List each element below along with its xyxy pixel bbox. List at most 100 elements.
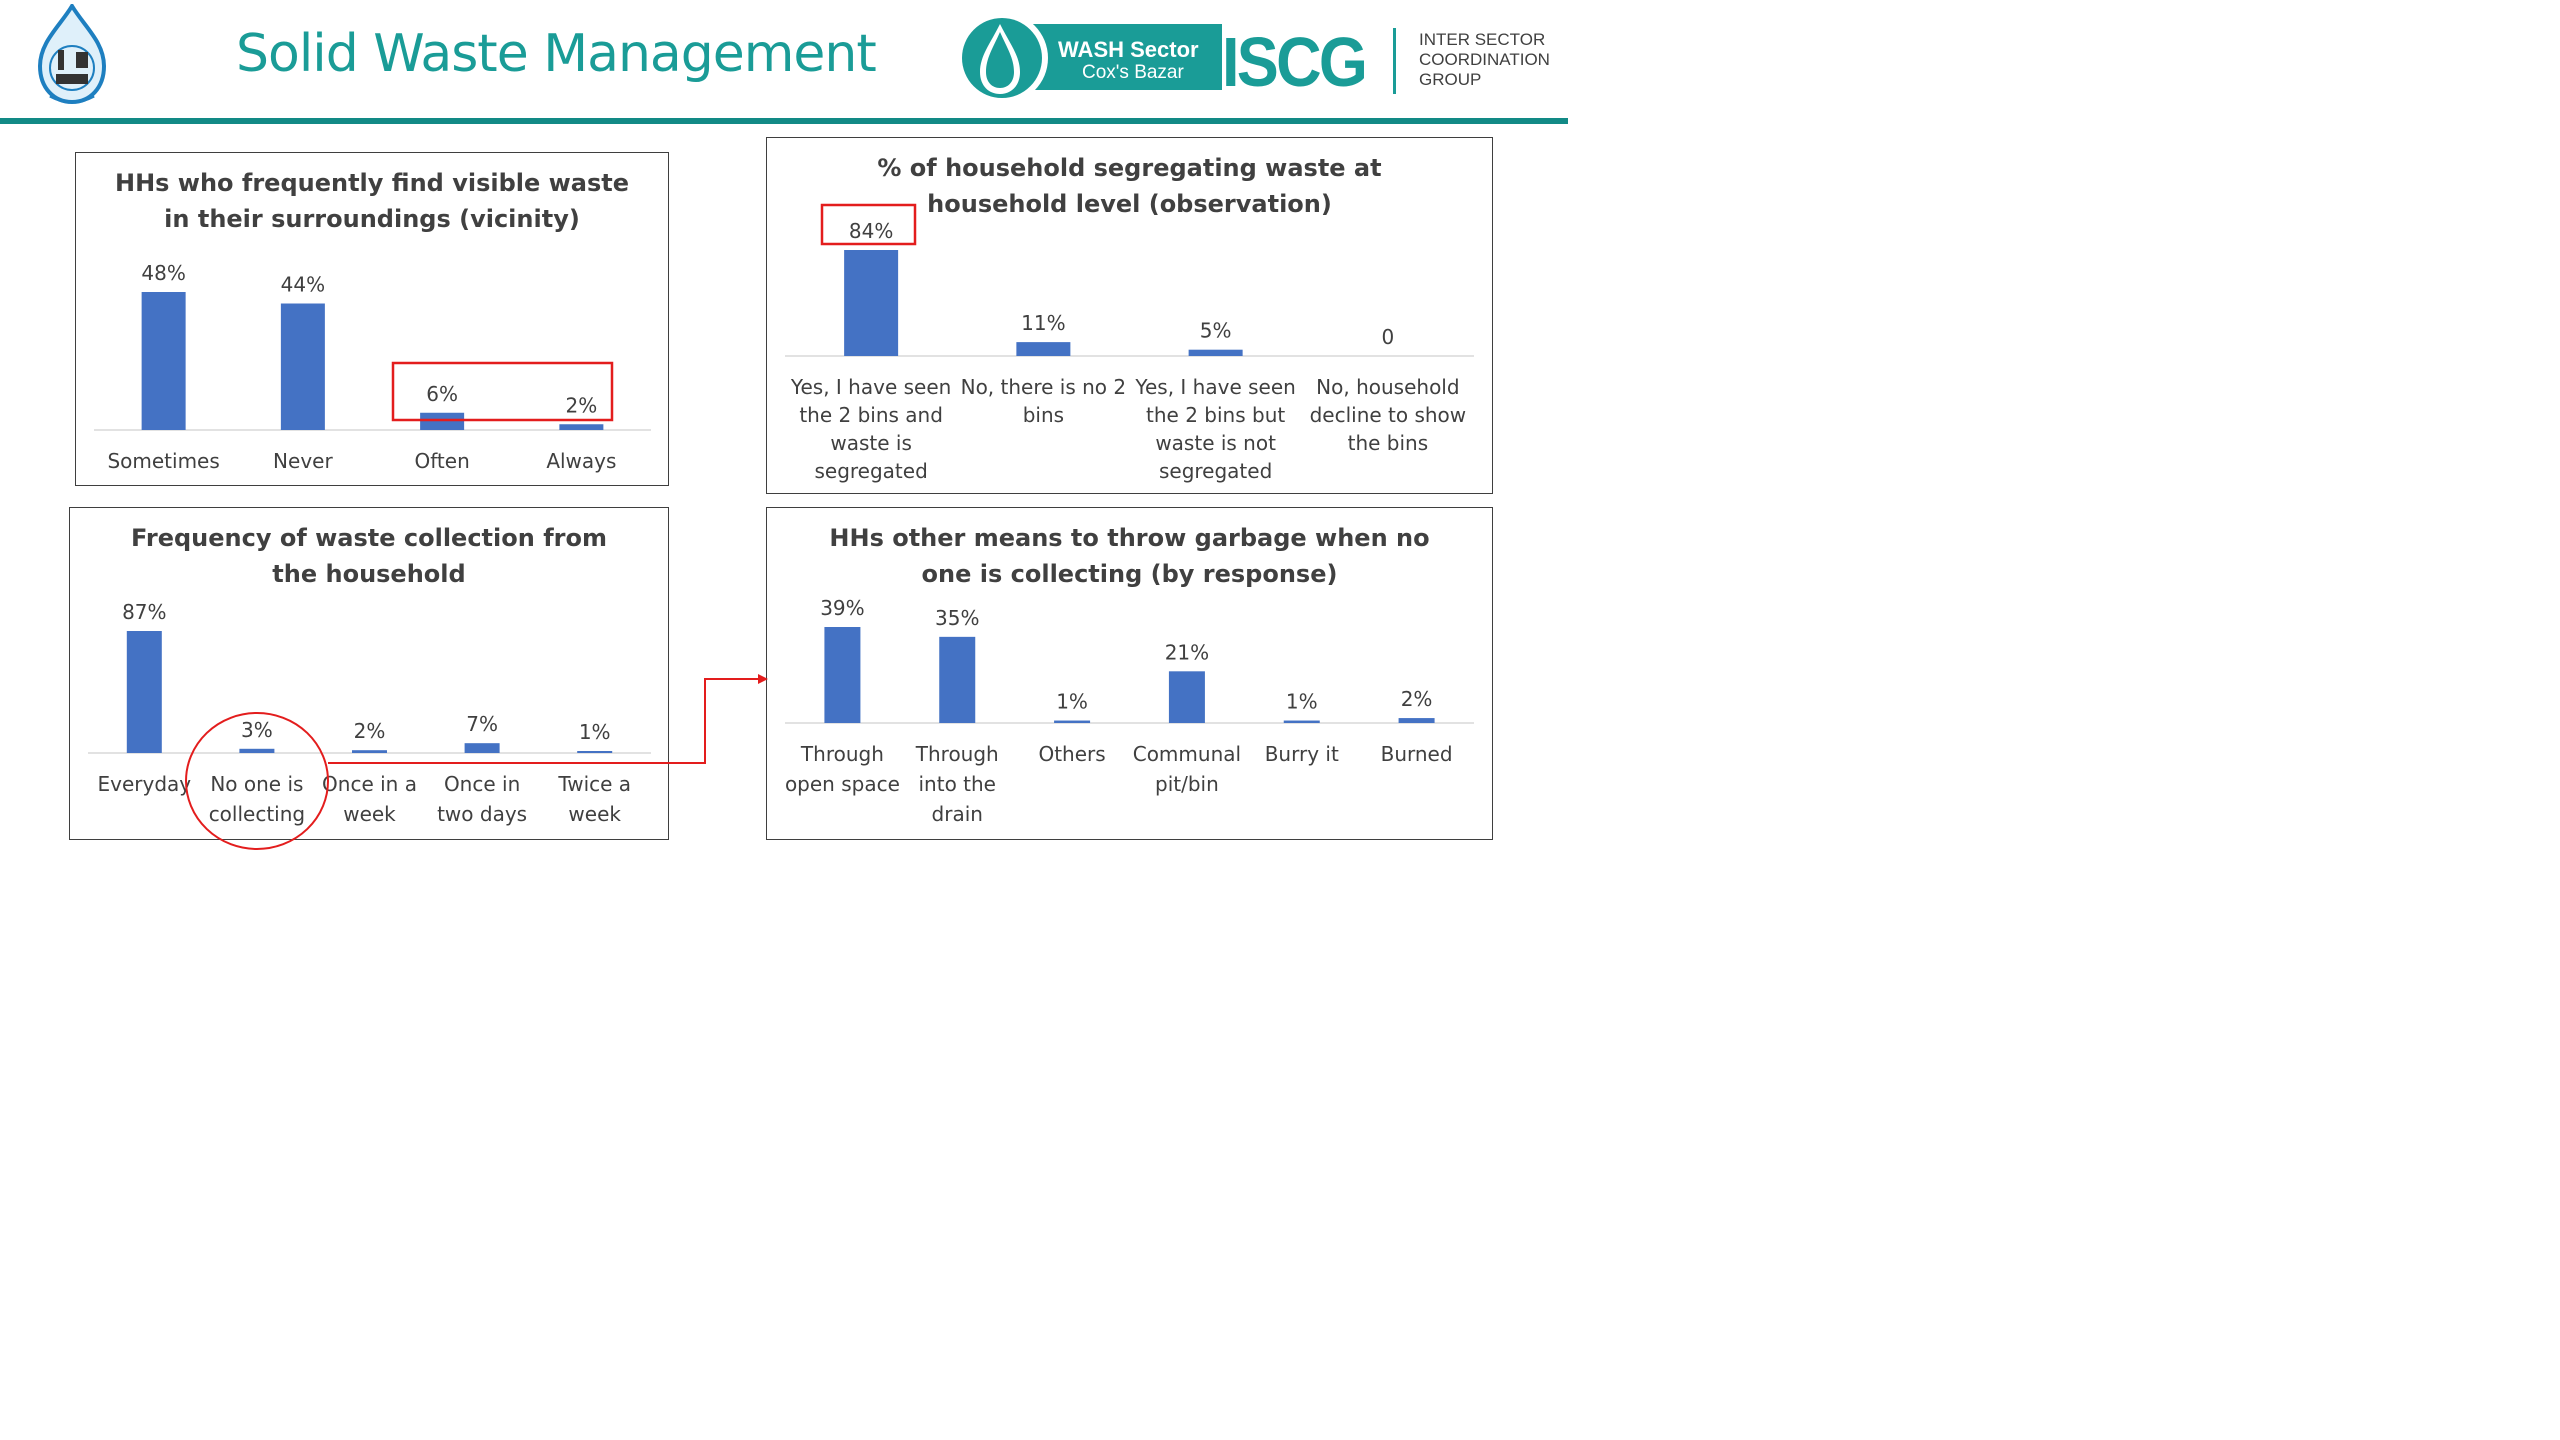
data-label: 1% bbox=[1286, 690, 1318, 714]
category-label: No, there is no 2 bbox=[961, 375, 1127, 399]
category-label: drain bbox=[932, 802, 983, 826]
chart-title-line: % of household segregating waste at bbox=[877, 154, 1382, 182]
wash-sector-label: WASH Sector bbox=[1058, 37, 1199, 62]
iscg-logo-text: ISCG bbox=[1222, 23, 1368, 101]
category-label: Twice a bbox=[557, 772, 631, 796]
chart-panel-visible-waste: HHs who frequently find visible waste in… bbox=[75, 152, 669, 486]
data-label: 6% bbox=[426, 382, 458, 406]
chart-panel-collection-frequency: Frequency of waste collection from the h… bbox=[69, 507, 669, 840]
bar-chart-visible-waste: 48% Sometimes 44% Never 6% Often 2% Always bbox=[94, 261, 651, 473]
logo-separator bbox=[1393, 28, 1396, 94]
bar bbox=[577, 751, 613, 753]
category-label: week bbox=[343, 802, 396, 826]
category-label: into the bbox=[919, 772, 997, 796]
page-header: Solid Waste Management WASH Sector Cox's… bbox=[0, 0, 1568, 124]
bar bbox=[126, 631, 162, 753]
category-label: Never bbox=[273, 449, 333, 473]
category-label: Yes, I have seen bbox=[790, 375, 951, 399]
data-label: 1% bbox=[1056, 690, 1088, 714]
iscg-subtitle: INTER SECTOR COORDINATION GROUP bbox=[1419, 30, 1550, 90]
category-label: open space bbox=[785, 772, 900, 796]
chart-panel-segregation: % of household segregating waste at hous… bbox=[766, 137, 1493, 494]
bar bbox=[824, 627, 861, 723]
bar bbox=[1188, 349, 1243, 356]
wash-sector-logo bbox=[956, 12, 1222, 104]
category-label: week bbox=[568, 802, 621, 826]
dphe-logo bbox=[37, 4, 107, 105]
iscg-sub-line: GROUP bbox=[1419, 70, 1482, 89]
data-label: 1% bbox=[579, 720, 611, 744]
category-label: Sometimes bbox=[107, 449, 219, 473]
data-label: 39% bbox=[820, 596, 864, 620]
category-label: Burned bbox=[1381, 742, 1453, 766]
category-label: Everyday bbox=[97, 772, 191, 796]
category-label: segregated bbox=[1159, 459, 1272, 483]
category-label: No, household bbox=[1316, 375, 1459, 399]
chart-title-line: HHs who frequently find visible waste bbox=[114, 169, 630, 197]
data-label: 0 bbox=[1382, 325, 1395, 349]
coxs-bazar-label: Cox's Bazar bbox=[1082, 62, 1184, 83]
bar bbox=[420, 412, 465, 430]
category-label: Others bbox=[1038, 742, 1105, 766]
category-label: Burry it bbox=[1265, 742, 1339, 766]
category-label: Always bbox=[546, 449, 616, 473]
data-label: 7% bbox=[466, 712, 498, 736]
data-label: 2% bbox=[566, 393, 598, 417]
category-label: two days bbox=[437, 802, 527, 826]
chart-title-line: in their surroundings (vicinity) bbox=[164, 205, 580, 233]
chart-title: HHs other means to throw garbage when no… bbox=[767, 520, 1492, 592]
iscg-sub-line: INTER SECTOR bbox=[1419, 30, 1546, 49]
data-label: 35% bbox=[935, 606, 979, 630]
category-label: waste is not bbox=[1155, 431, 1276, 455]
iscg-sub-line: COORDINATION bbox=[1419, 50, 1550, 69]
category-label: bins bbox=[1023, 403, 1064, 427]
bar-chart-collection-frequency: 87% Everyday 3% No one is collecting 2% Once i… bbox=[88, 600, 651, 826]
bar bbox=[239, 748, 275, 753]
page-title: Solid Waste Management bbox=[236, 24, 877, 84]
category-label: Often bbox=[414, 449, 469, 473]
category-label: segregated bbox=[814, 459, 927, 483]
category-label: collecting bbox=[209, 802, 305, 826]
chart-title: HHs who frequently find visible waste in… bbox=[76, 165, 668, 237]
bar bbox=[1398, 718, 1435, 723]
bar bbox=[141, 292, 186, 430]
data-label: 84% bbox=[849, 219, 893, 243]
data-label: 11% bbox=[1021, 311, 1065, 335]
category-label: pit/bin bbox=[1155, 772, 1219, 796]
data-label: 5% bbox=[1200, 319, 1232, 343]
bar bbox=[1283, 720, 1320, 723]
category-label: Communal bbox=[1133, 742, 1241, 766]
category-label: Through bbox=[800, 742, 884, 766]
bar bbox=[1016, 342, 1071, 356]
chart-title-line: HHs other means to throw garbage when no bbox=[829, 524, 1430, 552]
category-label: No one is bbox=[210, 772, 303, 796]
category-label: the 2 bins and bbox=[799, 403, 943, 427]
bar bbox=[939, 636, 976, 723]
chart-title-line: one is collecting (by response) bbox=[921, 560, 1338, 588]
data-label: 3% bbox=[241, 718, 273, 742]
bar-chart-segregation: 84% Yes, I have seen the 2 bins and waste i… bbox=[785, 219, 1474, 483]
data-label: 2% bbox=[1401, 687, 1433, 711]
category-label: decline to show bbox=[1310, 403, 1467, 427]
bar bbox=[1054, 720, 1091, 723]
chart-title: Frequency of waste collection from the h… bbox=[70, 520, 668, 592]
chart-title-line: household level (observation) bbox=[927, 190, 1332, 218]
bar-chart-other-means: 39% Through open space 35% Through into the dr… bbox=[785, 596, 1474, 826]
bar bbox=[464, 743, 500, 753]
category-label: Yes, I have seen bbox=[1134, 375, 1295, 399]
data-label: 21% bbox=[1165, 640, 1209, 664]
bar bbox=[559, 424, 604, 430]
category-label: Once in bbox=[444, 772, 520, 796]
data-label: 87% bbox=[122, 600, 166, 624]
chart-title: % of household segregating waste at hous… bbox=[767, 150, 1492, 222]
data-label: 2% bbox=[354, 719, 386, 743]
chart-title-line: Frequency of waste collection from bbox=[131, 524, 607, 552]
category-label: the bins bbox=[1348, 431, 1429, 455]
chart-panel-other-means: HHs other means to throw garbage when no… bbox=[766, 507, 1493, 840]
category-label: waste is bbox=[830, 431, 912, 455]
data-label: 48% bbox=[141, 261, 185, 285]
header-divider bbox=[0, 118, 1568, 124]
bar bbox=[844, 250, 899, 356]
chart-title-line: the household bbox=[272, 560, 466, 588]
bar bbox=[1168, 671, 1205, 723]
